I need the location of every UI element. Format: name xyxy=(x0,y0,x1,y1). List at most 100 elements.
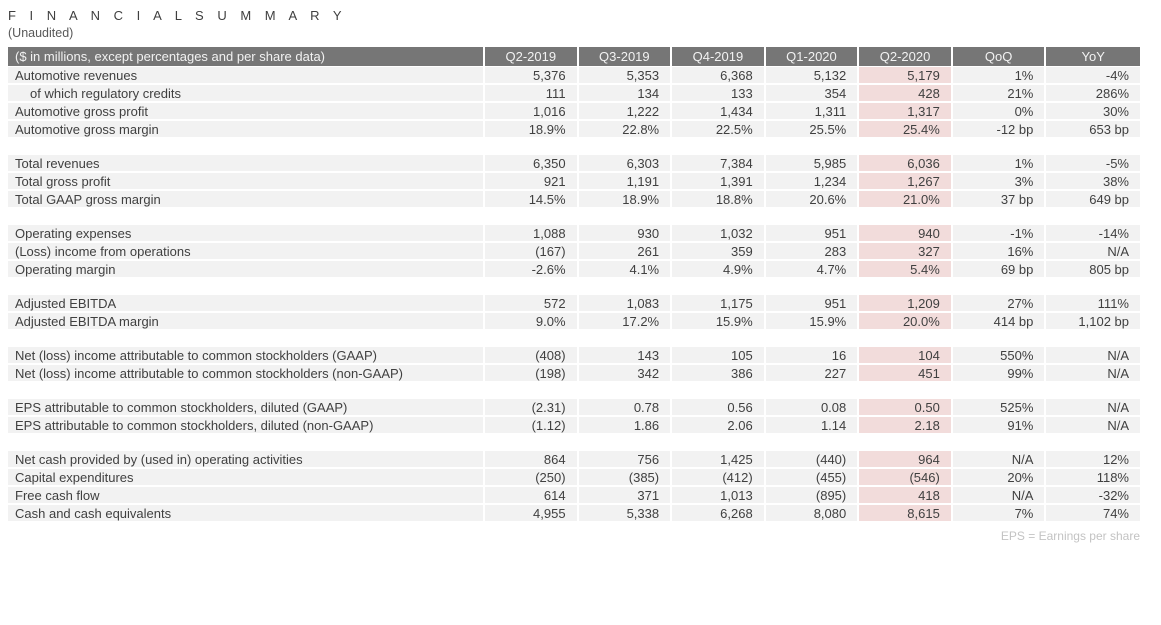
cell: 1.14 xyxy=(765,417,860,435)
cell: 4,955 xyxy=(485,505,579,523)
cell: 1,102 bp xyxy=(1046,313,1140,331)
cell: 1,083 xyxy=(578,295,673,313)
cell: (385) xyxy=(578,469,673,487)
cell: 134 xyxy=(578,85,673,103)
cell: 18.9% xyxy=(578,191,673,209)
row-label: Cash and cash equivalents xyxy=(8,505,485,523)
cell: -4% xyxy=(1046,67,1140,85)
cell: N/A xyxy=(952,451,1047,469)
cell: 91% xyxy=(952,417,1047,435)
column-header: Q3-2019 xyxy=(578,47,673,67)
cell: 14.5% xyxy=(485,191,579,209)
cell: 25.5% xyxy=(765,121,860,139)
spacer-row xyxy=(8,279,1140,295)
cell: 4.9% xyxy=(672,261,766,279)
row-label: Net (loss) income attributable to common… xyxy=(8,347,485,365)
cell: 1,175 xyxy=(672,295,766,313)
cell: -32% xyxy=(1046,487,1140,505)
cell: 7,384 xyxy=(672,155,766,173)
cell: N/A xyxy=(1046,243,1140,261)
cell: 283 xyxy=(765,243,860,261)
cell: (440) xyxy=(765,451,860,469)
cell: 18.8% xyxy=(672,191,766,209)
cell: (1.12) xyxy=(485,417,579,435)
spacer-row xyxy=(8,139,1140,155)
cell: 342 xyxy=(578,365,673,383)
table-row: Total GAAP gross margin 14.5% 18.9% 18.8% 20… xyxy=(8,191,1140,209)
cell: 37 bp xyxy=(952,191,1047,209)
cell: 1,434 xyxy=(672,103,766,121)
cell: 1,425 xyxy=(672,451,766,469)
cell: 111% xyxy=(1046,295,1140,313)
cell-highlighted: 1,267 xyxy=(859,173,953,191)
cell: 1,191 xyxy=(578,173,673,191)
cell: 6,368 xyxy=(672,67,766,85)
cell: 286% xyxy=(1046,85,1140,103)
cell: (412) xyxy=(672,469,766,487)
table-row: (Loss) income from operations (167) 261 359… xyxy=(8,243,1140,261)
cell: N/A xyxy=(1046,399,1140,417)
table-header-row: ($ in millions, except percentages and p… xyxy=(8,47,1140,67)
cell-highlighted: 20.0% xyxy=(859,313,953,331)
cell: 550% xyxy=(952,347,1047,365)
cell: 5,338 xyxy=(578,505,673,523)
cell: 15.9% xyxy=(672,313,766,331)
cell: 7% xyxy=(952,505,1047,523)
cell: 4.7% xyxy=(765,261,860,279)
cell: 5,985 xyxy=(765,155,860,173)
cell: 1,016 xyxy=(485,103,579,121)
cell: -2.6% xyxy=(485,261,579,279)
cell-highlighted: 104 xyxy=(859,347,953,365)
page-title: F I N A N C I A L S U M M A R Y xyxy=(8,8,347,23)
cell: 1.86 xyxy=(578,417,673,435)
row-label: Automotive revenues xyxy=(8,67,485,85)
cell: 0% xyxy=(952,103,1047,121)
cell: -1% xyxy=(952,225,1047,243)
cell: 0.08 xyxy=(765,399,860,417)
cell: 5,353 xyxy=(578,67,673,85)
cell: 951 xyxy=(765,225,860,243)
row-label: Total revenues xyxy=(8,155,485,173)
cell: N/A xyxy=(1046,347,1140,365)
cell: 6,303 xyxy=(578,155,673,173)
cell: 1,013 xyxy=(672,487,766,505)
table-row: Net cash provided by (used in) operating… xyxy=(8,451,1140,469)
column-header: QoQ xyxy=(952,47,1047,67)
cell: 1,391 xyxy=(672,173,766,191)
cell: 16% xyxy=(952,243,1047,261)
cell: 6,350 xyxy=(485,155,579,173)
cell: 15.9% xyxy=(765,313,860,331)
table-row: EPS attributable to common stockholders,… xyxy=(8,399,1140,417)
cell: 17.2% xyxy=(578,313,673,331)
cell: 30% xyxy=(1046,103,1140,121)
cell: 1,032 xyxy=(672,225,766,243)
cell-highlighted: 5,179 xyxy=(859,67,953,85)
row-label: Net cash provided by (used in) operating… xyxy=(8,451,485,469)
row-label: Free cash flow xyxy=(8,487,485,505)
cell-highlighted: 5.4% xyxy=(859,261,953,279)
table-row: Automotive gross profit 1,016 1,222 1,434 1,… xyxy=(8,103,1140,121)
cell-highlighted: 327 xyxy=(859,243,953,261)
cell: 0.78 xyxy=(578,399,673,417)
cell: 261 xyxy=(578,243,673,261)
cell: 22.5% xyxy=(672,121,766,139)
cell: N/A xyxy=(1046,417,1140,435)
cell: 18.9% xyxy=(485,121,579,139)
cell: 143 xyxy=(578,347,673,365)
cell: 0.56 xyxy=(672,399,766,417)
cell: 1,222 xyxy=(578,103,673,121)
row-label: Adjusted EBITDA xyxy=(8,295,485,313)
cell: 5,376 xyxy=(485,67,579,85)
cell: -5% xyxy=(1046,155,1140,173)
cell: (408) xyxy=(485,347,579,365)
row-label: (Loss) income from operations xyxy=(8,243,485,261)
page-subtitle: (Unaudited) xyxy=(8,26,74,40)
cell: (2.31) xyxy=(485,399,579,417)
cell: 1,311 xyxy=(765,103,860,121)
eps-footnote: EPS = Earnings per share xyxy=(1000,529,1140,543)
cell: 133 xyxy=(672,85,766,103)
cell: 614 xyxy=(485,487,579,505)
row-label: EPS attributable to common stockholders,… xyxy=(8,399,485,417)
table-caption-header: ($ in millions, except percentages and p… xyxy=(8,47,485,67)
cell: 38% xyxy=(1046,173,1140,191)
